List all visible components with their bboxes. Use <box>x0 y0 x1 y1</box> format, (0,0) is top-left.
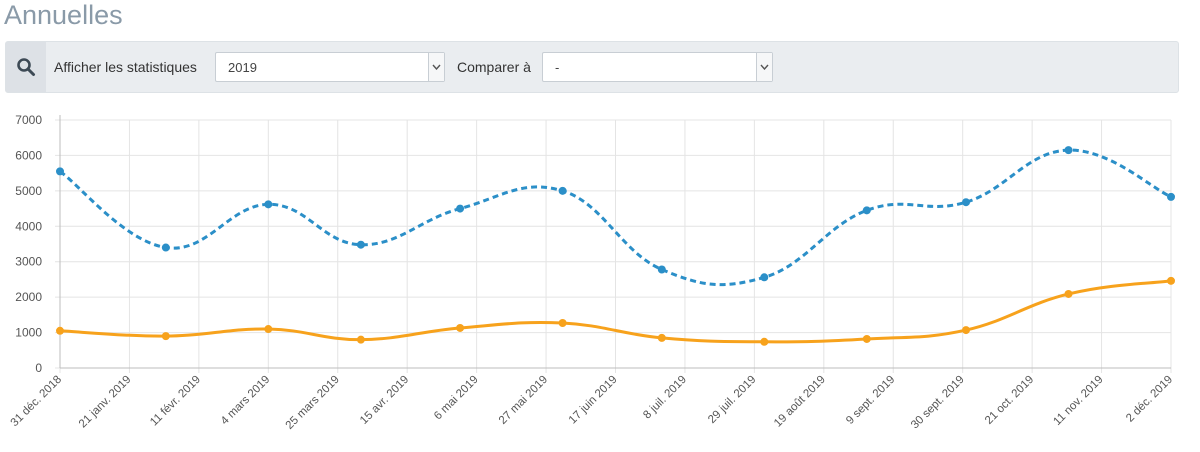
data-point-series-1 <box>961 198 970 207</box>
data-point-series-1 <box>456 204 465 213</box>
x-tick-label: 15 avr. 2019 <box>358 374 411 427</box>
data-point-series-1 <box>862 206 871 215</box>
y-tick-label: 3000 <box>15 255 42 269</box>
data-point-series-1 <box>356 240 365 249</box>
data-point-series-2 <box>456 323 465 332</box>
x-tick-label: 11 nov. 2019 <box>1051 374 1105 428</box>
x-tick-label: 21 oct. 2019 <box>983 374 1036 427</box>
data-point-series-2 <box>961 326 970 335</box>
data-point-series-2 <box>1064 289 1073 298</box>
x-tick-label: 27 mai 2019 <box>497 374 550 427</box>
compare-label: Comparer à <box>457 59 531 75</box>
series-line-1 <box>59 148 1172 287</box>
data-point-series-2 <box>1167 276 1175 285</box>
data-point-series-1 <box>558 186 567 195</box>
show-stats-label: Afficher les statistiques <box>54 59 197 75</box>
data-point-series-1 <box>1167 192 1175 201</box>
y-tick-label: 5000 <box>15 184 42 198</box>
x-tick-label: 8 juil. 2019 <box>641 374 689 422</box>
y-tick-label: 6000 <box>15 148 42 162</box>
search-button[interactable] <box>6 42 46 92</box>
data-point-series-1 <box>264 200 273 209</box>
y-tick-label: 4000 <box>15 219 42 233</box>
series-line-2 <box>59 279 1172 344</box>
data-point-series-2 <box>760 337 769 346</box>
x-tick-label: 2 déc. 2019 <box>1124 374 1175 425</box>
y-tick-label: 0 <box>35 361 42 375</box>
data-point-series-2 <box>558 319 567 328</box>
compare-select-value: - <box>555 60 560 75</box>
data-point-series-2 <box>356 335 365 344</box>
year-select[interactable]: 2019 <box>215 52 445 82</box>
x-tick-label: 11 févr. 2019 <box>148 374 203 429</box>
page-title: Annuelles <box>4 0 123 30</box>
search-icon <box>17 58 35 76</box>
x-tick-label: 19 août 2019 <box>772 374 828 430</box>
data-point-series-2 <box>161 332 170 341</box>
data-point-series-1 <box>657 265 666 274</box>
data-point-series-1 <box>56 167 64 176</box>
x-tick-label: 25 mars 2019 <box>284 374 342 432</box>
data-point-series-1 <box>760 273 769 282</box>
filter-bar: Afficher les statistiques 2019 Comparer … <box>5 41 1179 93</box>
x-tick-label: 21 janv. 2019 <box>77 374 134 431</box>
x-tick-label: 17 juin 2019 <box>567 374 620 427</box>
data-point-series-1 <box>1064 146 1073 155</box>
x-tick-label: 9 sept. 2019 <box>844 374 897 427</box>
x-tick-label: 6 mai 2019 <box>432 374 481 423</box>
chevron-down-icon <box>756 53 772 81</box>
x-tick-label: 29 juil. 2019 <box>706 374 758 426</box>
x-tick-label: 4 mars 2019 <box>219 374 273 428</box>
data-point-series-2 <box>657 333 666 342</box>
y-tick-label: 1000 <box>15 326 42 340</box>
data-point-series-2 <box>862 334 871 343</box>
compare-select[interactable]: - <box>542 52 773 82</box>
y-tick-label: 2000 <box>15 290 42 304</box>
chevron-down-icon <box>428 53 444 81</box>
year-select-value: 2019 <box>228 60 257 75</box>
data-point-series-2 <box>56 326 64 335</box>
y-tick-label: 7000 <box>15 113 42 127</box>
statistics-chart: 0 1000 2000 3000 4000 5000 6000 7000 31 déc. 201… <box>9 113 1176 432</box>
data-point-series-2 <box>264 325 273 334</box>
x-tick-label: 30 sept. 2019 <box>909 374 967 432</box>
data-point-series-1 <box>161 243 170 252</box>
x-tick-label: 31 déc. 2018 <box>9 374 65 430</box>
